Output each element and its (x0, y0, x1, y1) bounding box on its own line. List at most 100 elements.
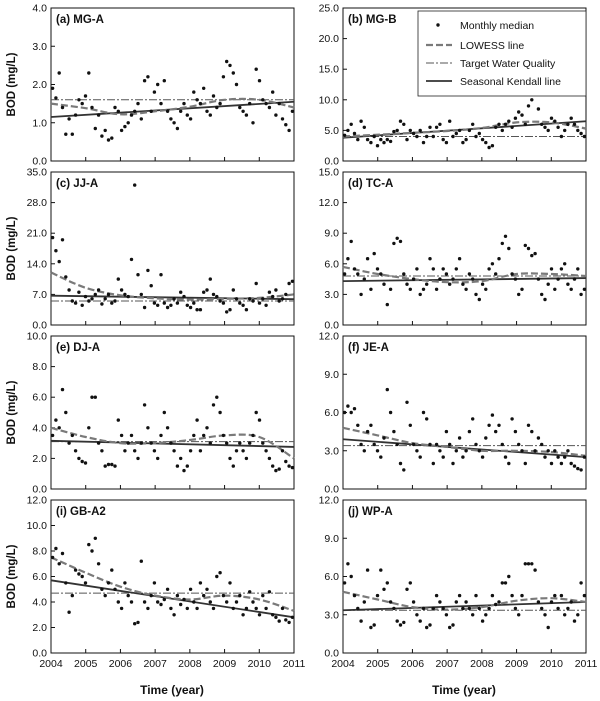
monthly-median-point (211, 403, 216, 407)
monthly-median-point (198, 449, 203, 453)
monthly-median-point (159, 433, 163, 438)
x-axis-label-right: Time (year) (432, 683, 496, 697)
monthly-median-point (267, 290, 272, 294)
monthly-median-point (152, 301, 157, 305)
monthly-median-point (274, 288, 278, 292)
monthly-median-point (431, 134, 435, 139)
monthly-median-point (411, 131, 416, 136)
monthly-median-point (365, 257, 370, 261)
monthly-median-point (100, 134, 104, 138)
monthly-median-point (471, 613, 475, 617)
monthly-median-point (175, 126, 180, 131)
monthly-median-point (119, 606, 124, 611)
monthly-median-point (398, 461, 403, 466)
monthly-median-point (87, 71, 91, 75)
monthly-median-point (385, 137, 389, 142)
monthly-median-point (274, 468, 278, 473)
monthly-median-point (471, 277, 475, 281)
monthly-median-point (579, 131, 583, 136)
monthly-median-point (431, 461, 435, 466)
monthly-median-point (182, 294, 186, 299)
monthly-median-point (388, 600, 393, 604)
monthly-median-point (487, 267, 491, 271)
monthly-median-point (146, 426, 150, 430)
monthly-median-point (497, 423, 501, 427)
y-tick-label: 0.0 (32, 320, 47, 332)
monthly-median-point (64, 410, 68, 415)
seasonal-kendall-line (342, 277, 587, 283)
monthly-median-point (579, 581, 583, 585)
monthly-median-point (500, 442, 504, 447)
monthly-median-point (116, 600, 121, 604)
monthly-median-point (50, 235, 55, 240)
monthly-median-point (142, 79, 147, 83)
monthly-median-point (103, 128, 107, 133)
monthly-median-point (454, 267, 458, 271)
monthly-median-point (205, 109, 209, 114)
monthly-median-point (569, 461, 573, 466)
monthly-median-point (103, 593, 107, 598)
monthly-median-point (500, 241, 504, 246)
monthly-median-point (70, 299, 75, 303)
monthly-median-point (57, 426, 61, 430)
monthly-median-point (83, 294, 88, 299)
monthly-median-point (261, 441, 265, 445)
monthly-median-point (540, 442, 544, 447)
monthly-median-point (165, 426, 170, 430)
monthly-median-point (156, 600, 160, 604)
monthly-median-point (73, 113, 78, 117)
monthly-median-point (513, 116, 518, 120)
monthly-median-point (113, 299, 117, 303)
monthly-median-point (136, 273, 140, 277)
panel-frame (342, 171, 587, 326)
monthly-median-point (218, 101, 222, 106)
monthly-median-point (559, 461, 564, 466)
monthly-median-point (425, 282, 429, 286)
x-tick-label: 2011 (283, 658, 306, 670)
monthly-median-point (352, 131, 357, 136)
monthly-median-point (215, 105, 219, 110)
monthly-median-point (179, 109, 183, 114)
monthly-median-point (244, 113, 249, 117)
monthly-median-point (582, 287, 587, 291)
monthly-median-point (277, 619, 281, 623)
monthly-median-point (530, 253, 534, 258)
monthly-median-point (136, 456, 140, 461)
monthly-median-point (490, 144, 495, 148)
monthly-median-point (503, 581, 508, 585)
monthly-median-point (87, 426, 91, 430)
monthly-median-point (349, 574, 353, 579)
monthly-median-point (123, 449, 127, 453)
monthly-median-point (169, 606, 173, 611)
monthly-median-point (129, 433, 134, 438)
monthly-median-point (536, 277, 541, 281)
monthly-median-point (392, 129, 396, 134)
monthly-median-point (113, 464, 117, 468)
legend-swatch-median (436, 23, 440, 27)
monthly-median-point (553, 593, 557, 598)
monthly-median-point (398, 239, 403, 244)
monthly-median-point (90, 105, 94, 110)
monthly-median-point (267, 590, 272, 594)
monthly-median-point (444, 272, 449, 276)
monthly-median-point (123, 581, 127, 585)
monthly-median-point (517, 442, 521, 447)
y-tick-label: 8.0 (32, 546, 47, 558)
monthly-median-point (356, 272, 360, 276)
monthly-median-point (195, 418, 199, 422)
monthly-median-point (257, 613, 262, 617)
monthly-median-point (540, 122, 544, 127)
monthly-median-point (342, 272, 347, 276)
monthly-median-point (228, 581, 232, 585)
monthly-median-point (64, 275, 68, 279)
monthly-median-point (457, 257, 462, 261)
monthly-median-point (526, 246, 531, 251)
legend-label-target: Target Water Quality (460, 58, 556, 70)
monthly-median-point (517, 292, 521, 297)
panel-grid: 0.0 1.0 2.0 3.0 4.0 (a) MG-A BOD (mg/L) 0.0 5.0 1… (6, 3, 597, 671)
monthly-median-point (359, 292, 363, 297)
panel-frame (342, 335, 587, 490)
monthly-median-point (579, 468, 583, 472)
monthly-median-point (408, 423, 412, 427)
